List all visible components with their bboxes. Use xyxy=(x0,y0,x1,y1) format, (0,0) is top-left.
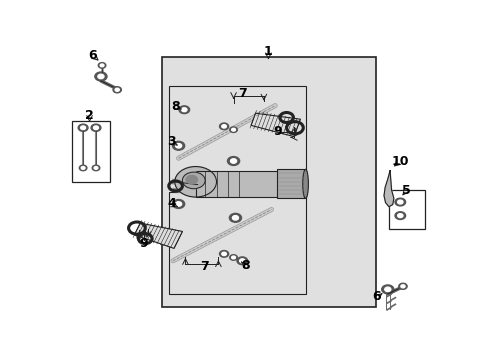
Bar xyxy=(169,86,305,189)
Bar xyxy=(72,121,110,182)
Circle shape xyxy=(231,128,235,131)
Circle shape xyxy=(78,124,88,131)
Bar xyxy=(169,192,305,294)
Polygon shape xyxy=(134,223,182,248)
Circle shape xyxy=(229,213,241,222)
Circle shape xyxy=(219,251,228,257)
Circle shape xyxy=(94,167,98,169)
Text: 9: 9 xyxy=(273,125,282,138)
Circle shape xyxy=(222,125,226,128)
Circle shape xyxy=(95,72,107,81)
Circle shape xyxy=(231,256,235,259)
Circle shape xyxy=(115,88,119,91)
Circle shape xyxy=(229,255,237,260)
Circle shape xyxy=(172,141,184,150)
Text: 6: 6 xyxy=(88,49,97,62)
Text: 9: 9 xyxy=(139,237,148,250)
Polygon shape xyxy=(383,171,393,207)
Circle shape xyxy=(175,202,181,206)
Circle shape xyxy=(384,287,390,292)
Circle shape xyxy=(219,123,228,130)
Text: 7: 7 xyxy=(238,87,246,100)
Bar xyxy=(161,57,375,307)
Bar xyxy=(277,169,305,198)
Circle shape xyxy=(81,126,85,130)
Circle shape xyxy=(237,257,247,265)
Circle shape xyxy=(100,64,104,67)
Circle shape xyxy=(381,285,393,294)
Circle shape xyxy=(172,199,184,208)
Circle shape xyxy=(182,172,205,189)
Circle shape xyxy=(93,126,98,130)
Bar xyxy=(388,190,424,229)
Polygon shape xyxy=(250,113,300,136)
Text: 5: 5 xyxy=(402,184,410,197)
Circle shape xyxy=(98,63,105,68)
Circle shape xyxy=(394,212,405,220)
Circle shape xyxy=(239,259,244,263)
Circle shape xyxy=(394,198,405,206)
Circle shape xyxy=(175,167,216,197)
Circle shape xyxy=(227,157,239,166)
Circle shape xyxy=(91,124,101,131)
Text: 7: 7 xyxy=(200,260,208,273)
Circle shape xyxy=(229,127,237,132)
Circle shape xyxy=(92,165,100,171)
Circle shape xyxy=(397,214,402,217)
Circle shape xyxy=(79,165,87,171)
Text: 6: 6 xyxy=(371,290,380,303)
Circle shape xyxy=(186,175,197,184)
Bar xyxy=(195,171,290,197)
Circle shape xyxy=(181,108,186,112)
Text: 3: 3 xyxy=(167,135,176,148)
Circle shape xyxy=(400,285,404,288)
Text: 10: 10 xyxy=(391,154,408,167)
Text: 8: 8 xyxy=(171,100,180,113)
Circle shape xyxy=(175,144,181,148)
Circle shape xyxy=(179,106,189,114)
Circle shape xyxy=(222,252,226,256)
Text: 2: 2 xyxy=(85,109,94,122)
Circle shape xyxy=(230,159,236,163)
Circle shape xyxy=(81,167,85,169)
Circle shape xyxy=(232,216,238,220)
Text: 4: 4 xyxy=(167,198,176,211)
Text: 8: 8 xyxy=(241,259,249,272)
Circle shape xyxy=(398,283,407,289)
Ellipse shape xyxy=(302,169,308,198)
Text: 1: 1 xyxy=(264,45,272,58)
Circle shape xyxy=(98,74,104,79)
Circle shape xyxy=(397,200,402,204)
Circle shape xyxy=(113,87,121,93)
